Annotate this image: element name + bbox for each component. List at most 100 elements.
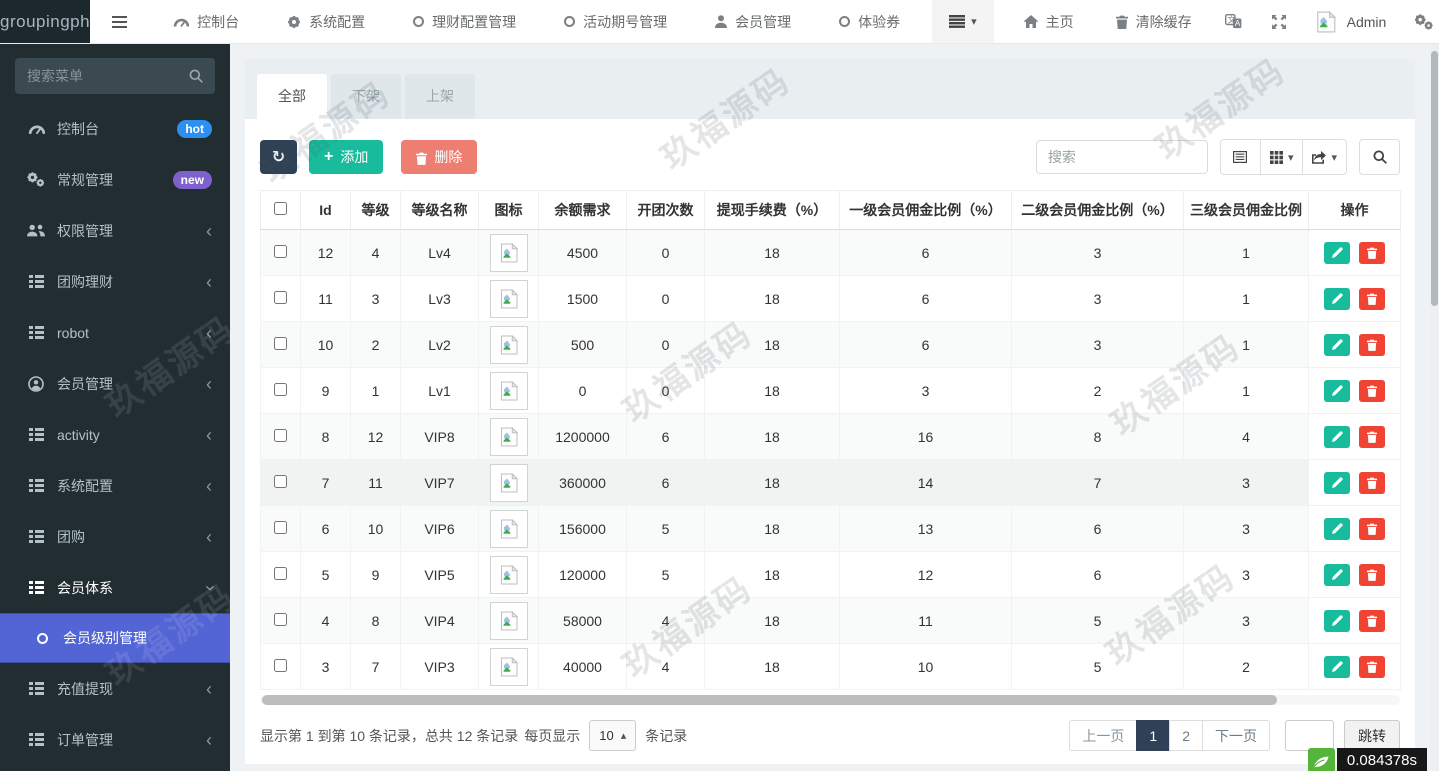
- nav-item-label: 会员管理: [735, 13, 792, 30]
- cell-commission-2: 6: [1011, 551, 1184, 598]
- tab-on-shelf[interactable]: 上架: [405, 74, 475, 119]
- row-checkbox[interactable]: [274, 658, 287, 672]
- sidebar-item-recharge-withdraw[interactable]: 充值提现 ‹: [0, 663, 230, 714]
- nav-item-dashboard[interactable]: 控制台: [149, 0, 263, 43]
- row-checkbox[interactable]: [274, 520, 287, 534]
- row-checkbox[interactable]: [274, 428, 287, 442]
- broken-image-icon: [489, 463, 528, 502]
- col-header-level-name: 等级名称: [400, 190, 479, 230]
- nav-item-member-management[interactable]: 会员管理: [691, 0, 815, 43]
- sidebar-item-general[interactable]: 常规管理 new: [0, 154, 230, 205]
- circle-icon: [32, 632, 52, 644]
- brand-logo[interactable]: groupingph: [0, 0, 91, 43]
- horizontal-scrollbar-thumb[interactable]: [262, 695, 1277, 705]
- delete-row-button[interactable]: [1358, 609, 1385, 632]
- page-button-2[interactable]: 2: [1169, 720, 1203, 751]
- delete-row-button[interactable]: [1358, 379, 1385, 402]
- edit-button[interactable]: [1324, 287, 1351, 310]
- refresh-button[interactable]: ↻: [260, 140, 297, 174]
- delete-button[interactable]: 删除: [401, 140, 478, 174]
- col-header-withdraw-fee: 提现手续费（%）: [704, 190, 840, 230]
- broken-image-icon: [489, 555, 528, 594]
- columns-button[interactable]: ▾: [1259, 139, 1304, 175]
- prev-page-button[interactable]: 上一页: [1069, 720, 1138, 751]
- delete-row-button[interactable]: [1358, 287, 1385, 310]
- delete-row-button[interactable]: [1358, 517, 1385, 540]
- vertical-scrollbar-thumb[interactable]: [1431, 51, 1438, 306]
- chevron-left-icon: ‹: [206, 475, 212, 496]
- sidebar-item-members[interactable]: 会员管理 ‹: [0, 358, 230, 409]
- fullscreen-button[interactable]: [1257, 0, 1301, 43]
- sidebar-item-member-system[interactable]: 会员体系 ‹: [0, 562, 230, 613]
- sidebar-item-member-level[interactable]: 会员级别管理: [0, 613, 230, 663]
- edit-button[interactable]: [1324, 333, 1351, 356]
- edit-button[interactable]: [1324, 241, 1351, 264]
- page-jump-input[interactable]: [1285, 720, 1334, 751]
- row-checkbox[interactable]: [274, 474, 287, 488]
- tabs-dropdown-button[interactable]: ▾: [932, 0, 994, 43]
- edit-button[interactable]: [1324, 425, 1351, 448]
- nav-item-finance-config[interactable]: 理财配置管理: [389, 0, 540, 43]
- delete-row-button[interactable]: [1358, 425, 1385, 448]
- pencil-icon: [1331, 247, 1343, 258]
- delete-row-button[interactable]: [1358, 655, 1385, 678]
- row-checkbox[interactable]: [274, 566, 287, 580]
- admin-user-menu[interactable]: Admin: [1301, 0, 1401, 43]
- edit-button[interactable]: [1324, 563, 1351, 586]
- sidebar-item-activity[interactable]: activity ‹: [0, 409, 230, 460]
- sidebar-item-orders[interactable]: 订单管理 ‹: [0, 714, 230, 765]
- row-checkbox[interactable]: [274, 290, 287, 304]
- cell-id: 10: [300, 321, 351, 368]
- export-button[interactable]: ▾: [1302, 139, 1347, 175]
- nav-item-clear-cache[interactable]: 清除缓存: [1098, 0, 1210, 43]
- sidebar-item-dashboard[interactable]: 控制台 hot: [0, 103, 230, 154]
- per-page-dropdown[interactable]: 10 ▴: [589, 720, 637, 751]
- cell-open-times: 0: [626, 367, 705, 414]
- select-all-checkbox[interactable]: [274, 202, 287, 215]
- edit-button[interactable]: [1324, 609, 1351, 632]
- search-submit-button[interactable]: [1359, 139, 1400, 175]
- delete-row-button[interactable]: [1358, 241, 1385, 264]
- sidebar-search-input[interactable]: [27, 68, 181, 84]
- list-bars-icon: [949, 15, 966, 28]
- edit-button[interactable]: [1324, 517, 1351, 540]
- delete-row-button[interactable]: [1358, 471, 1385, 494]
- page-jump-button[interactable]: 跳转: [1344, 720, 1400, 751]
- sidebar-item-robot[interactable]: robot ‹: [0, 307, 230, 358]
- settings-button[interactable]: [1400, 0, 1439, 43]
- row-checkbox[interactable]: [274, 244, 287, 258]
- detail-view-icon: [1233, 151, 1248, 163]
- next-page-button[interactable]: 下一页: [1202, 720, 1270, 751]
- col-header-commission-3: 三级会员佣金比例: [1183, 190, 1309, 230]
- cell-commission-3: 3: [1183, 459, 1309, 506]
- sidebar-item-group-finance[interactable]: 团购理财 ‹: [0, 256, 230, 307]
- nav-item-home[interactable]: 主页: [1000, 0, 1098, 43]
- tab-off-shelf[interactable]: 下架: [331, 74, 401, 119]
- edit-button[interactable]: [1324, 379, 1351, 402]
- sidebar-toggle-button[interactable]: [90, 0, 149, 43]
- chevron-left-icon: ‹: [206, 424, 212, 445]
- row-checkbox[interactable]: [274, 612, 287, 626]
- sidebar-item-permissions[interactable]: 权限管理 ‹: [0, 205, 230, 256]
- cell-actions: [1308, 321, 1401, 368]
- sidebar-item-group-buy[interactable]: 团购 ‹: [0, 511, 230, 562]
- nav-item-system-config[interactable]: 系统配置: [263, 0, 389, 43]
- col-header-icon: 图标: [478, 190, 539, 230]
- row-checkbox[interactable]: [274, 336, 287, 350]
- edit-button[interactable]: [1324, 471, 1351, 494]
- performance-toggle-button[interactable]: [1307, 748, 1335, 771]
- delete-row-button[interactable]: [1358, 333, 1385, 356]
- add-button[interactable]: + 添加: [309, 140, 384, 174]
- table-search-input[interactable]: [1035, 140, 1208, 174]
- delete-row-button[interactable]: [1358, 563, 1385, 586]
- row-checkbox[interactable]: [274, 382, 287, 396]
- page-button-1[interactable]: 1: [1136, 720, 1171, 751]
- nav-item-label: 系统配置: [309, 13, 366, 30]
- detail-view-button[interactable]: [1219, 139, 1261, 175]
- edit-button[interactable]: [1324, 655, 1351, 678]
- nav-item-coupon[interactable]: 体验券: [815, 0, 924, 43]
- tab-all[interactable]: 全部: [257, 74, 327, 119]
- nav-item-activity-period[interactable]: 活动期号管理: [540, 0, 691, 43]
- sidebar-item-system-config[interactable]: 系统配置 ‹: [0, 460, 230, 511]
